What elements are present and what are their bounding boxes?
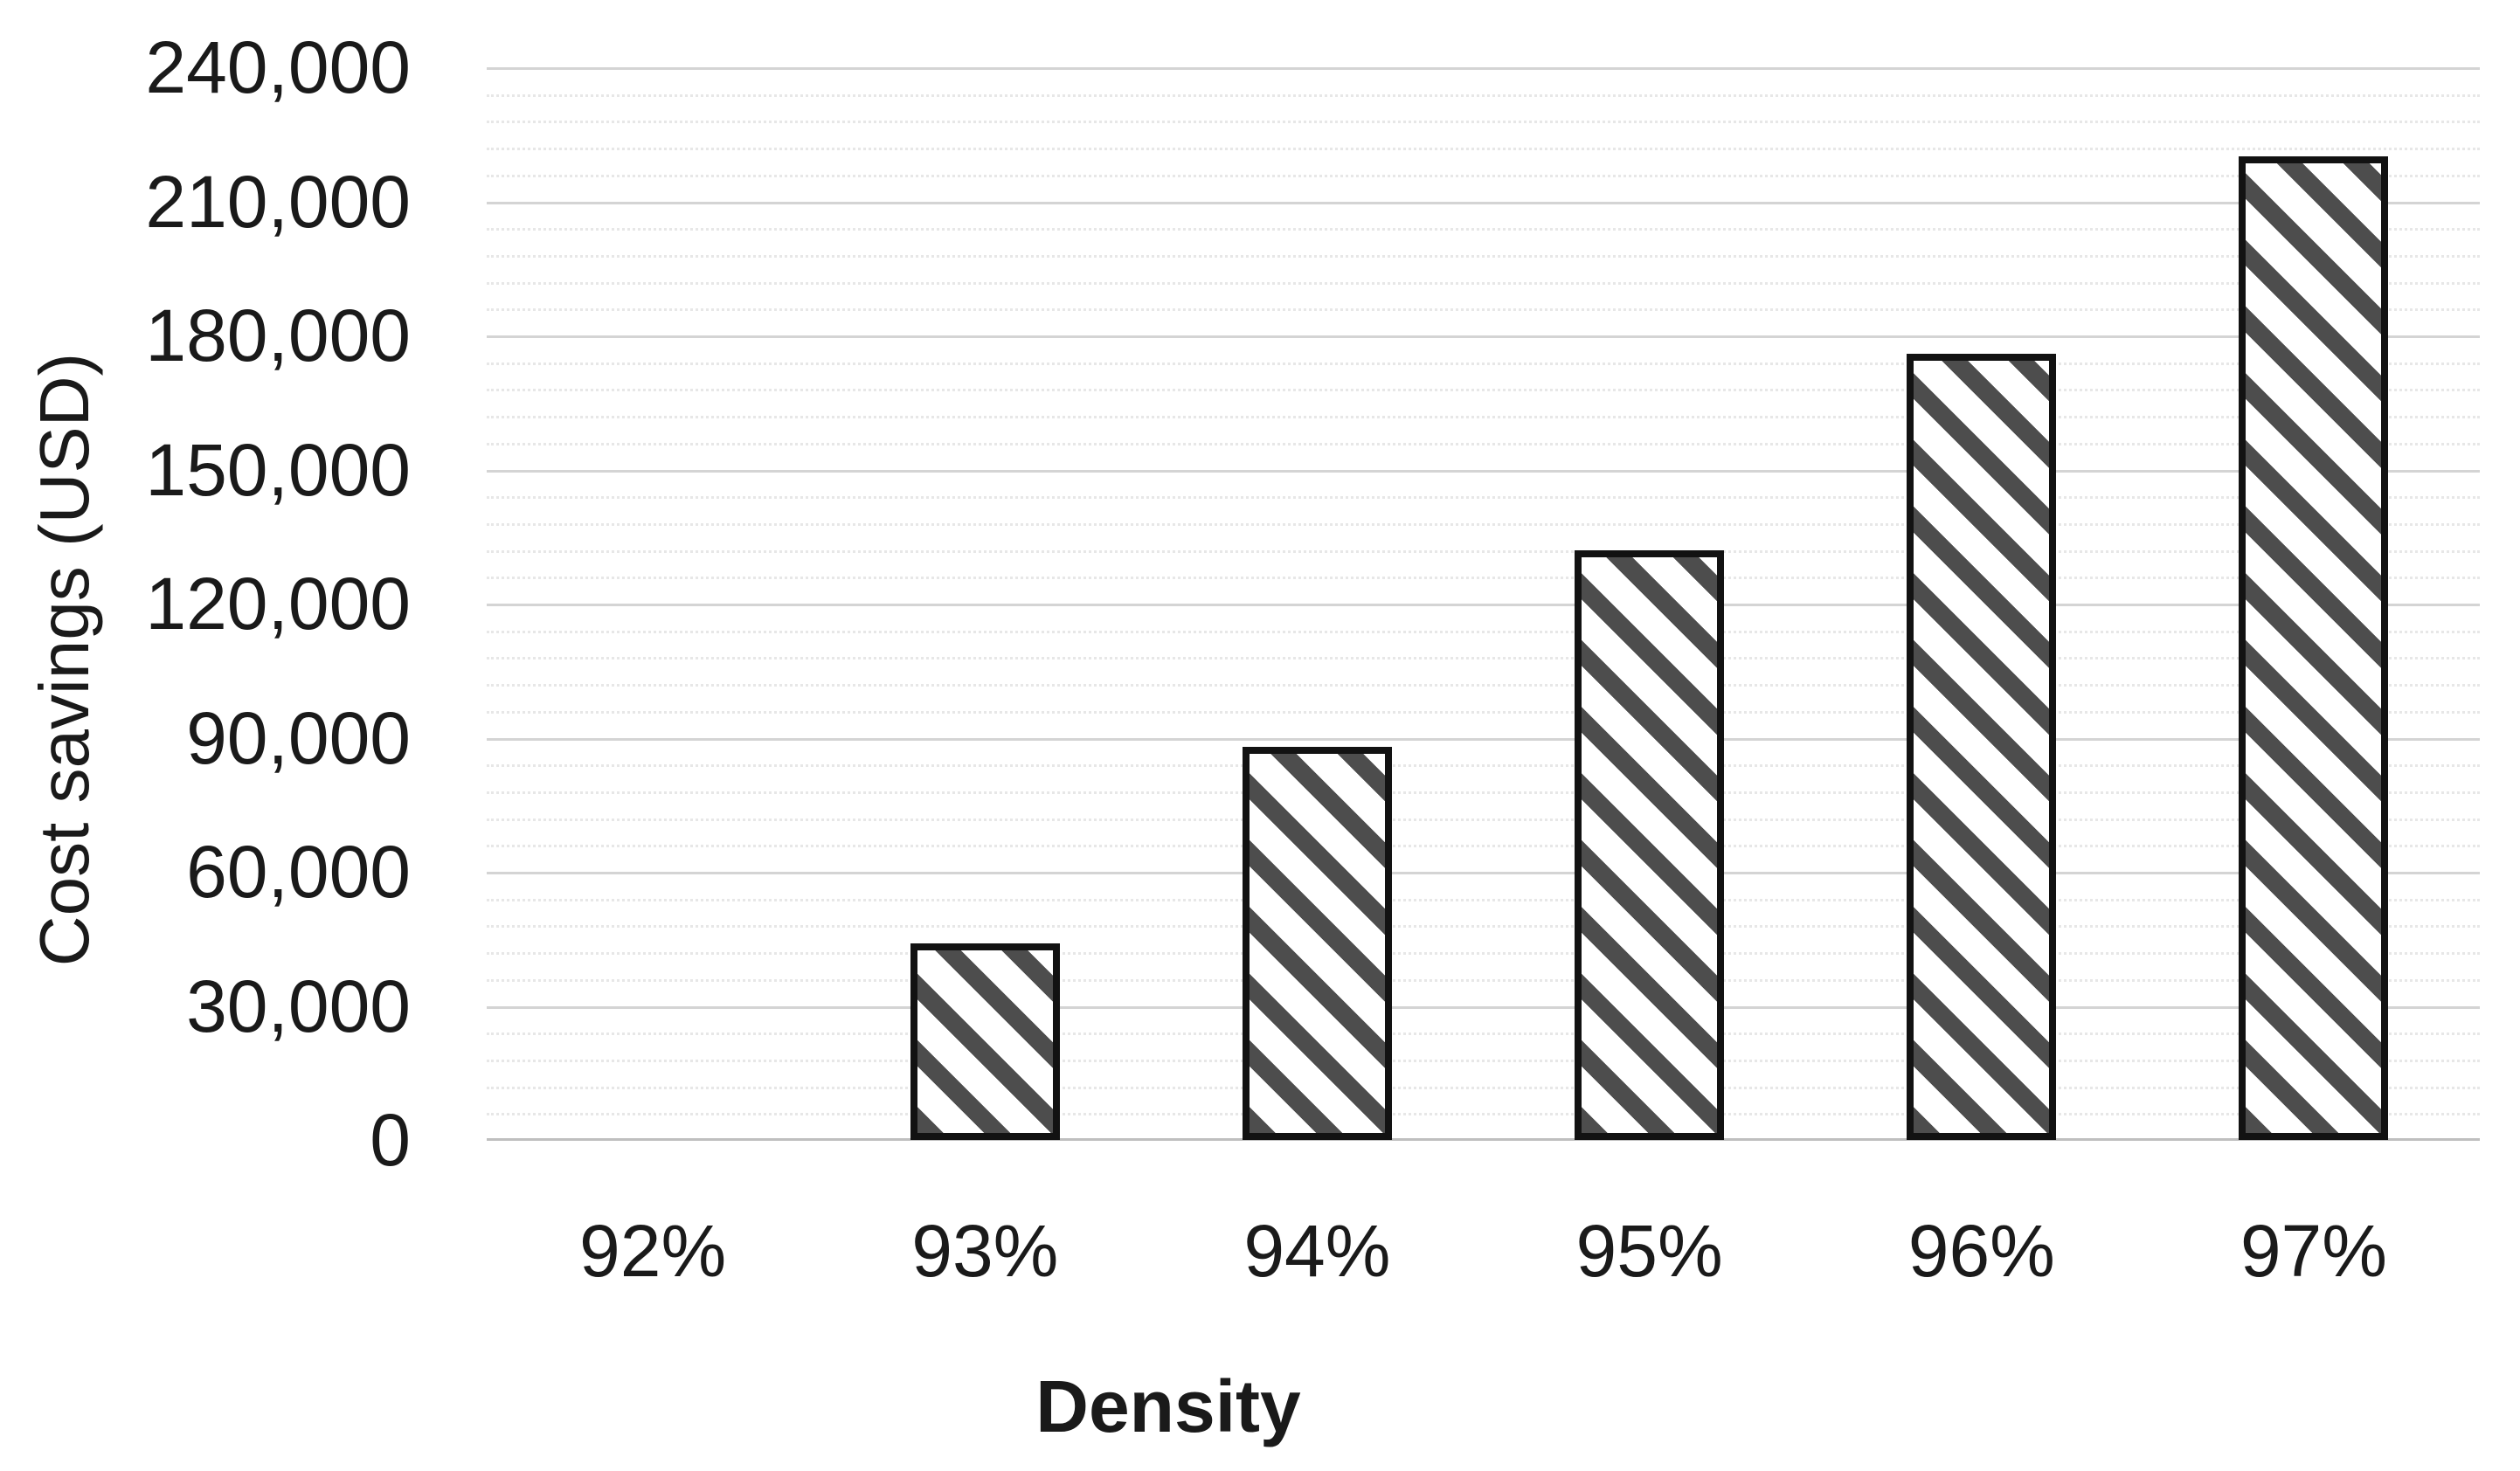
- gridline-minor: [487, 228, 2480, 231]
- gridline-minor: [487, 174, 2480, 177]
- x-tick-label: 96%: [1907, 1210, 2055, 1292]
- gridline-minor: [487, 791, 2480, 794]
- y-tick-label: 30,000: [186, 964, 411, 1047]
- gridline-minor: [487, 1113, 2480, 1116]
- gridline-minor: [487, 1086, 2480, 1089]
- gridline-minor: [487, 925, 2480, 929]
- x-tick-label: 94%: [1243, 1210, 1391, 1292]
- gridline-minor: [487, 818, 2480, 821]
- gridline-major: [487, 201, 2480, 204]
- x-axis-baseline: [487, 1138, 2480, 1141]
- gridline-minor: [487, 764, 2480, 768]
- x-tick-label: 95%: [1575, 1210, 1723, 1292]
- gridline-minor: [487, 308, 2480, 312]
- gridline-minor: [487, 630, 2480, 633]
- x-tick-label: 93%: [911, 1210, 1059, 1292]
- gridline-minor: [487, 684, 2480, 687]
- gridline-minor: [487, 496, 2480, 500]
- gridline-minor: [487, 389, 2480, 392]
- gridline-minor: [487, 281, 2480, 285]
- x-tick-label: 92%: [579, 1210, 727, 1292]
- gridline-minor: [487, 978, 2480, 982]
- gridline-minor: [487, 710, 2480, 714]
- x-tick-label: 97%: [2240, 1210, 2387, 1292]
- gridline-minor: [487, 898, 2480, 901]
- bar-94%: [1242, 746, 1392, 1140]
- bar-96%: [1907, 353, 2057, 1140]
- y-tick-label: 180,000: [145, 294, 411, 376]
- gridline-minor: [487, 522, 2480, 526]
- gridline-minor: [487, 1032, 2480, 1036]
- gridline-major: [487, 469, 2480, 473]
- y-tick-label: 0: [370, 1099, 411, 1181]
- gridline-minor: [487, 952, 2480, 956]
- gridline-minor: [487, 121, 2480, 124]
- x-axis-title: Density: [1035, 1365, 1301, 1447]
- bar-95%: [1575, 549, 1725, 1140]
- gridline-minor: [487, 845, 2480, 848]
- gridline-major: [487, 67, 2480, 70]
- gridline-major: [487, 872, 2480, 874]
- y-tick-label: 150,000: [145, 428, 411, 511]
- y-tick-label: 210,000: [145, 160, 411, 243]
- bar-93%: [910, 943, 1060, 1140]
- gridline-minor: [487, 577, 2480, 580]
- gridline-minor: [487, 93, 2480, 97]
- gridline-minor: [487, 1059, 2480, 1062]
- gridline-minor: [487, 254, 2480, 258]
- gridline-major: [487, 1005, 2480, 1009]
- gridline-minor: [487, 657, 2480, 660]
- gridline-minor: [487, 416, 2480, 419]
- gridline-major: [487, 737, 2480, 741]
- plot-area: [487, 67, 2480, 1141]
- gridline-minor: [487, 549, 2480, 553]
- gridline-major: [487, 335, 2480, 338]
- gridline-minor: [487, 362, 2480, 365]
- y-tick-label: 90,000: [186, 696, 411, 779]
- y-tick-label: 240,000: [145, 26, 411, 108]
- gridline-major: [487, 604, 2480, 606]
- y-tick-label: 60,000: [186, 831, 411, 913]
- gridline-minor: [487, 148, 2480, 151]
- gridline-minor: [487, 442, 2480, 445]
- bar-97%: [2239, 156, 2389, 1140]
- y-tick-label: 120,000: [145, 563, 411, 645]
